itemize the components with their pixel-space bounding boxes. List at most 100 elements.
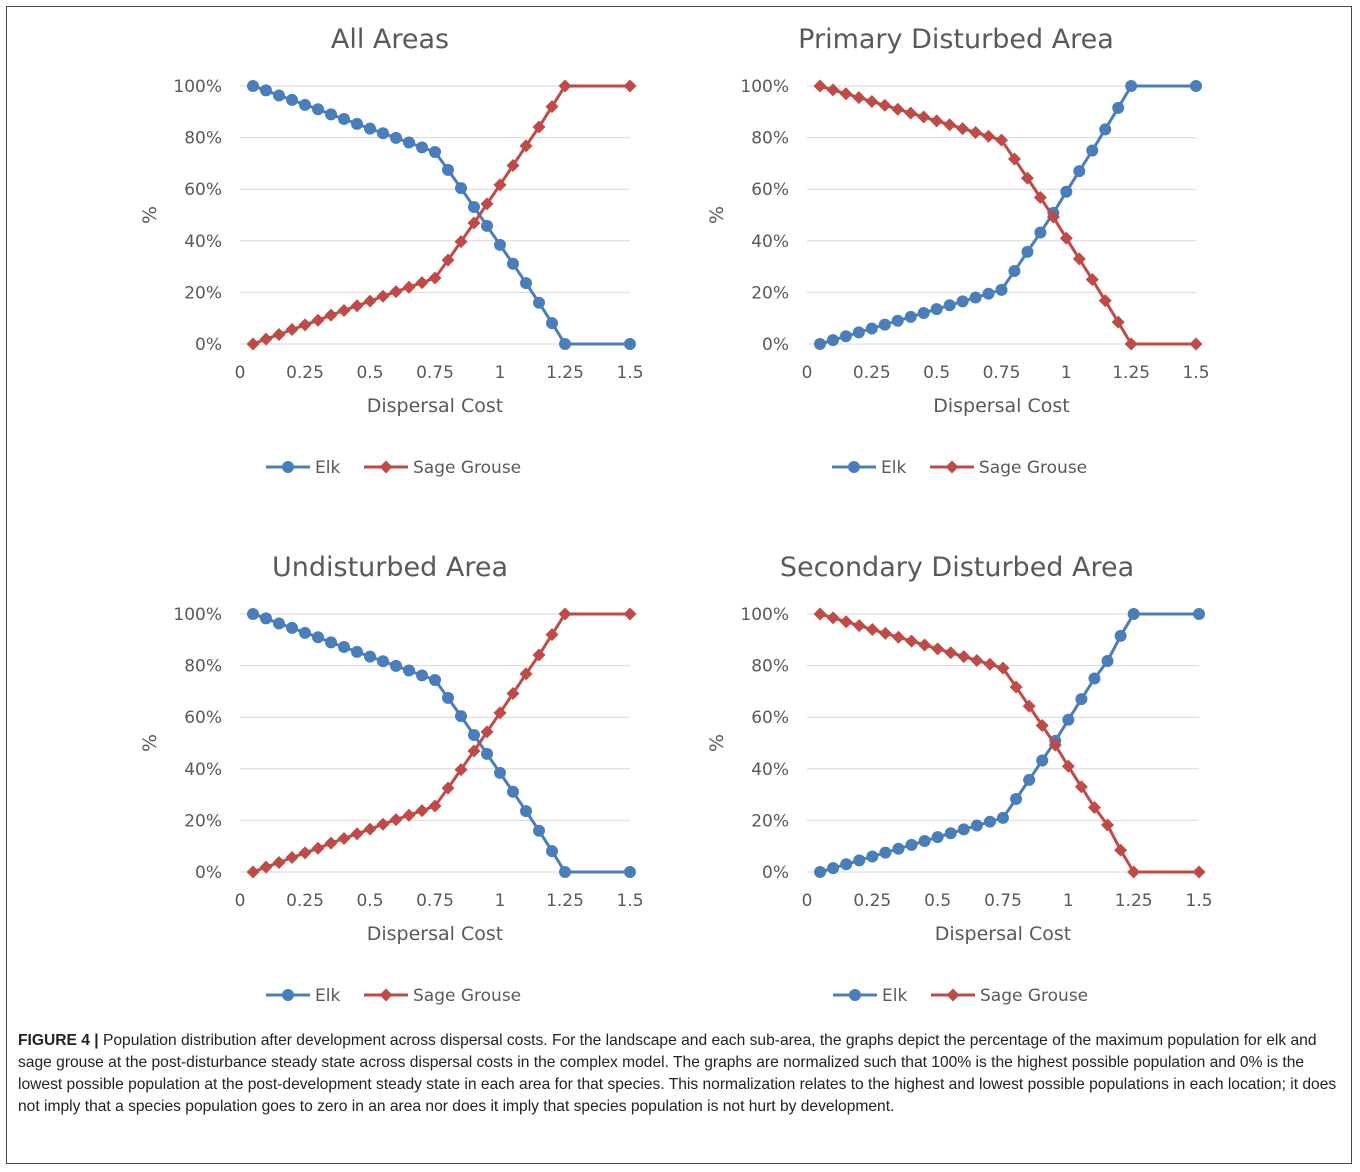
data-point-sage-grouse: [1087, 801, 1101, 814]
x-tick-label: 0: [235, 891, 246, 911]
data-point-elk: [351, 645, 363, 658]
data-point-sage-grouse: [311, 313, 325, 327]
legend-label: Elk: [882, 986, 907, 1006]
y-tick-label: 40%: [751, 760, 789, 780]
legend-label: Elk: [315, 458, 340, 478]
x-tick-label: 0.25: [286, 363, 324, 383]
data-point-sage-grouse: [1033, 190, 1047, 204]
y-tick-label: 60%: [751, 180, 789, 200]
series-line-sage-grouse: [819, 84, 1196, 346]
data-point-sage-grouse: [402, 280, 416, 294]
data-point-elk: [826, 334, 839, 347]
data-point-sage-grouse: [1009, 680, 1023, 694]
legend-elk: Elk: [833, 986, 907, 1006]
data-point-elk: [338, 113, 350, 126]
data-point-sage-grouse: [852, 91, 866, 105]
data-point-sage-grouse: [441, 781, 455, 795]
data-point-elk: [286, 93, 298, 106]
x-tick-label: 0.5: [923, 363, 950, 383]
chart-panel-2: Primary Disturbed Area 0% 20% 40% 60% 80% 100%…: [706, 24, 1210, 478]
y-tick-label: 100%: [740, 605, 789, 625]
data-point-sage-grouse: [956, 122, 970, 136]
data-point-sage-grouse: [506, 686, 520, 700]
data-point-sage-grouse: [285, 323, 299, 337]
data-point-sage-grouse: [480, 725, 494, 739]
data-point-elk: [351, 117, 363, 130]
x-tick-label: 0.25: [853, 891, 891, 911]
data-point-sage-grouse: [891, 630, 905, 644]
data-point-sage-grouse: [957, 650, 971, 664]
data-point-sage-grouse: [298, 318, 312, 332]
series-line-elk: [252, 84, 630, 346]
x-tick-label: 1.5: [616, 891, 643, 911]
data-point-elk: [429, 674, 441, 687]
diamond-marker-icon: [379, 460, 393, 474]
data-point-elk: [260, 84, 272, 97]
x-tick-label: 0.5: [924, 891, 951, 911]
series-line-elk: [819, 612, 1199, 874]
y-tick-label: 100%: [173, 77, 222, 97]
x-tick-label: 0.5: [356, 891, 383, 911]
data-point-sage-grouse: [324, 836, 338, 850]
data-point-elk: [956, 295, 969, 308]
data-point-elk: [494, 238, 506, 251]
data-point-elk: [247, 80, 259, 92]
legend-sage-grouse: Sage Grouse: [931, 986, 1088, 1006]
data-point-sage-grouse: [1046, 210, 1060, 224]
data-point-sage-grouse: [813, 607, 827, 621]
y-tick-label: 100%: [740, 77, 789, 97]
data-point-sage-grouse: [865, 622, 879, 636]
x-tick-label: 0.25: [853, 363, 891, 383]
data-point-elk: [931, 831, 944, 844]
data-point-elk: [299, 626, 311, 639]
x-tick-label: 0: [802, 363, 813, 383]
data-point-elk: [546, 845, 558, 858]
data-point-elk: [559, 866, 571, 878]
data-point-sage-grouse: [1035, 718, 1049, 732]
data-point-elk: [481, 747, 493, 760]
data-point-sage-grouse: [878, 98, 892, 112]
data-point-elk: [878, 318, 891, 331]
data-point-elk: [1023, 773, 1036, 786]
data-point-elk: [455, 710, 467, 723]
x-tick-label: 0.75: [983, 363, 1021, 383]
y-tick-label: 80%: [751, 657, 789, 677]
data-point-elk: [520, 277, 532, 290]
data-point-sage-grouse: [441, 253, 455, 267]
x-tick-label: 1.25: [1115, 891, 1153, 911]
data-point-sage-grouse: [1098, 294, 1112, 308]
data-point-sage-grouse: [428, 271, 442, 285]
data-point-sage-grouse: [454, 763, 468, 777]
legend-sage-grouse: Sage Grouse: [364, 458, 521, 478]
data-point-sage-grouse: [506, 158, 520, 172]
x-tick-label: 1.5: [1185, 891, 1212, 911]
y-axis-title: %: [139, 206, 161, 224]
data-point-sage-grouse: [944, 646, 958, 660]
data-point-sage-grouse: [1192, 865, 1206, 879]
figure-caption: FIGURE 4 | Population distribution after…: [18, 1030, 1338, 1118]
data-point-sage-grouse: [558, 79, 572, 93]
series-line-sage-grouse: [819, 612, 1199, 874]
data-point-sage-grouse: [350, 299, 364, 313]
figure-frame: [6, 6, 1352, 1164]
data-point-sage-grouse: [363, 294, 377, 308]
data-point-sage-grouse: [623, 607, 637, 621]
y-tick-label: 60%: [751, 708, 789, 728]
data-point-sage-grouse: [493, 178, 507, 192]
data-point-sage-grouse: [480, 197, 494, 211]
data-point-sage-grouse: [259, 860, 273, 874]
data-point-elk: [827, 862, 840, 875]
chart-title: Undisturbed Area: [272, 552, 508, 583]
data-point-sage-grouse: [454, 235, 468, 249]
data-point-elk: [840, 858, 853, 871]
y-tick-label: 40%: [184, 232, 222, 252]
data-point-sage-grouse: [891, 102, 905, 116]
data-point-elk: [943, 299, 956, 312]
x-tick-label: 0: [802, 891, 813, 911]
chart-panel-1: All Areas 0% 20% 40% 60% 80% 100% 0 0.25 0.5 0.75 1…: [139, 24, 644, 478]
data-point-sage-grouse: [519, 139, 533, 153]
x-tick-label: 0.5: [356, 363, 383, 383]
data-point-elk: [377, 127, 389, 140]
y-tick-label: 20%: [751, 283, 789, 303]
